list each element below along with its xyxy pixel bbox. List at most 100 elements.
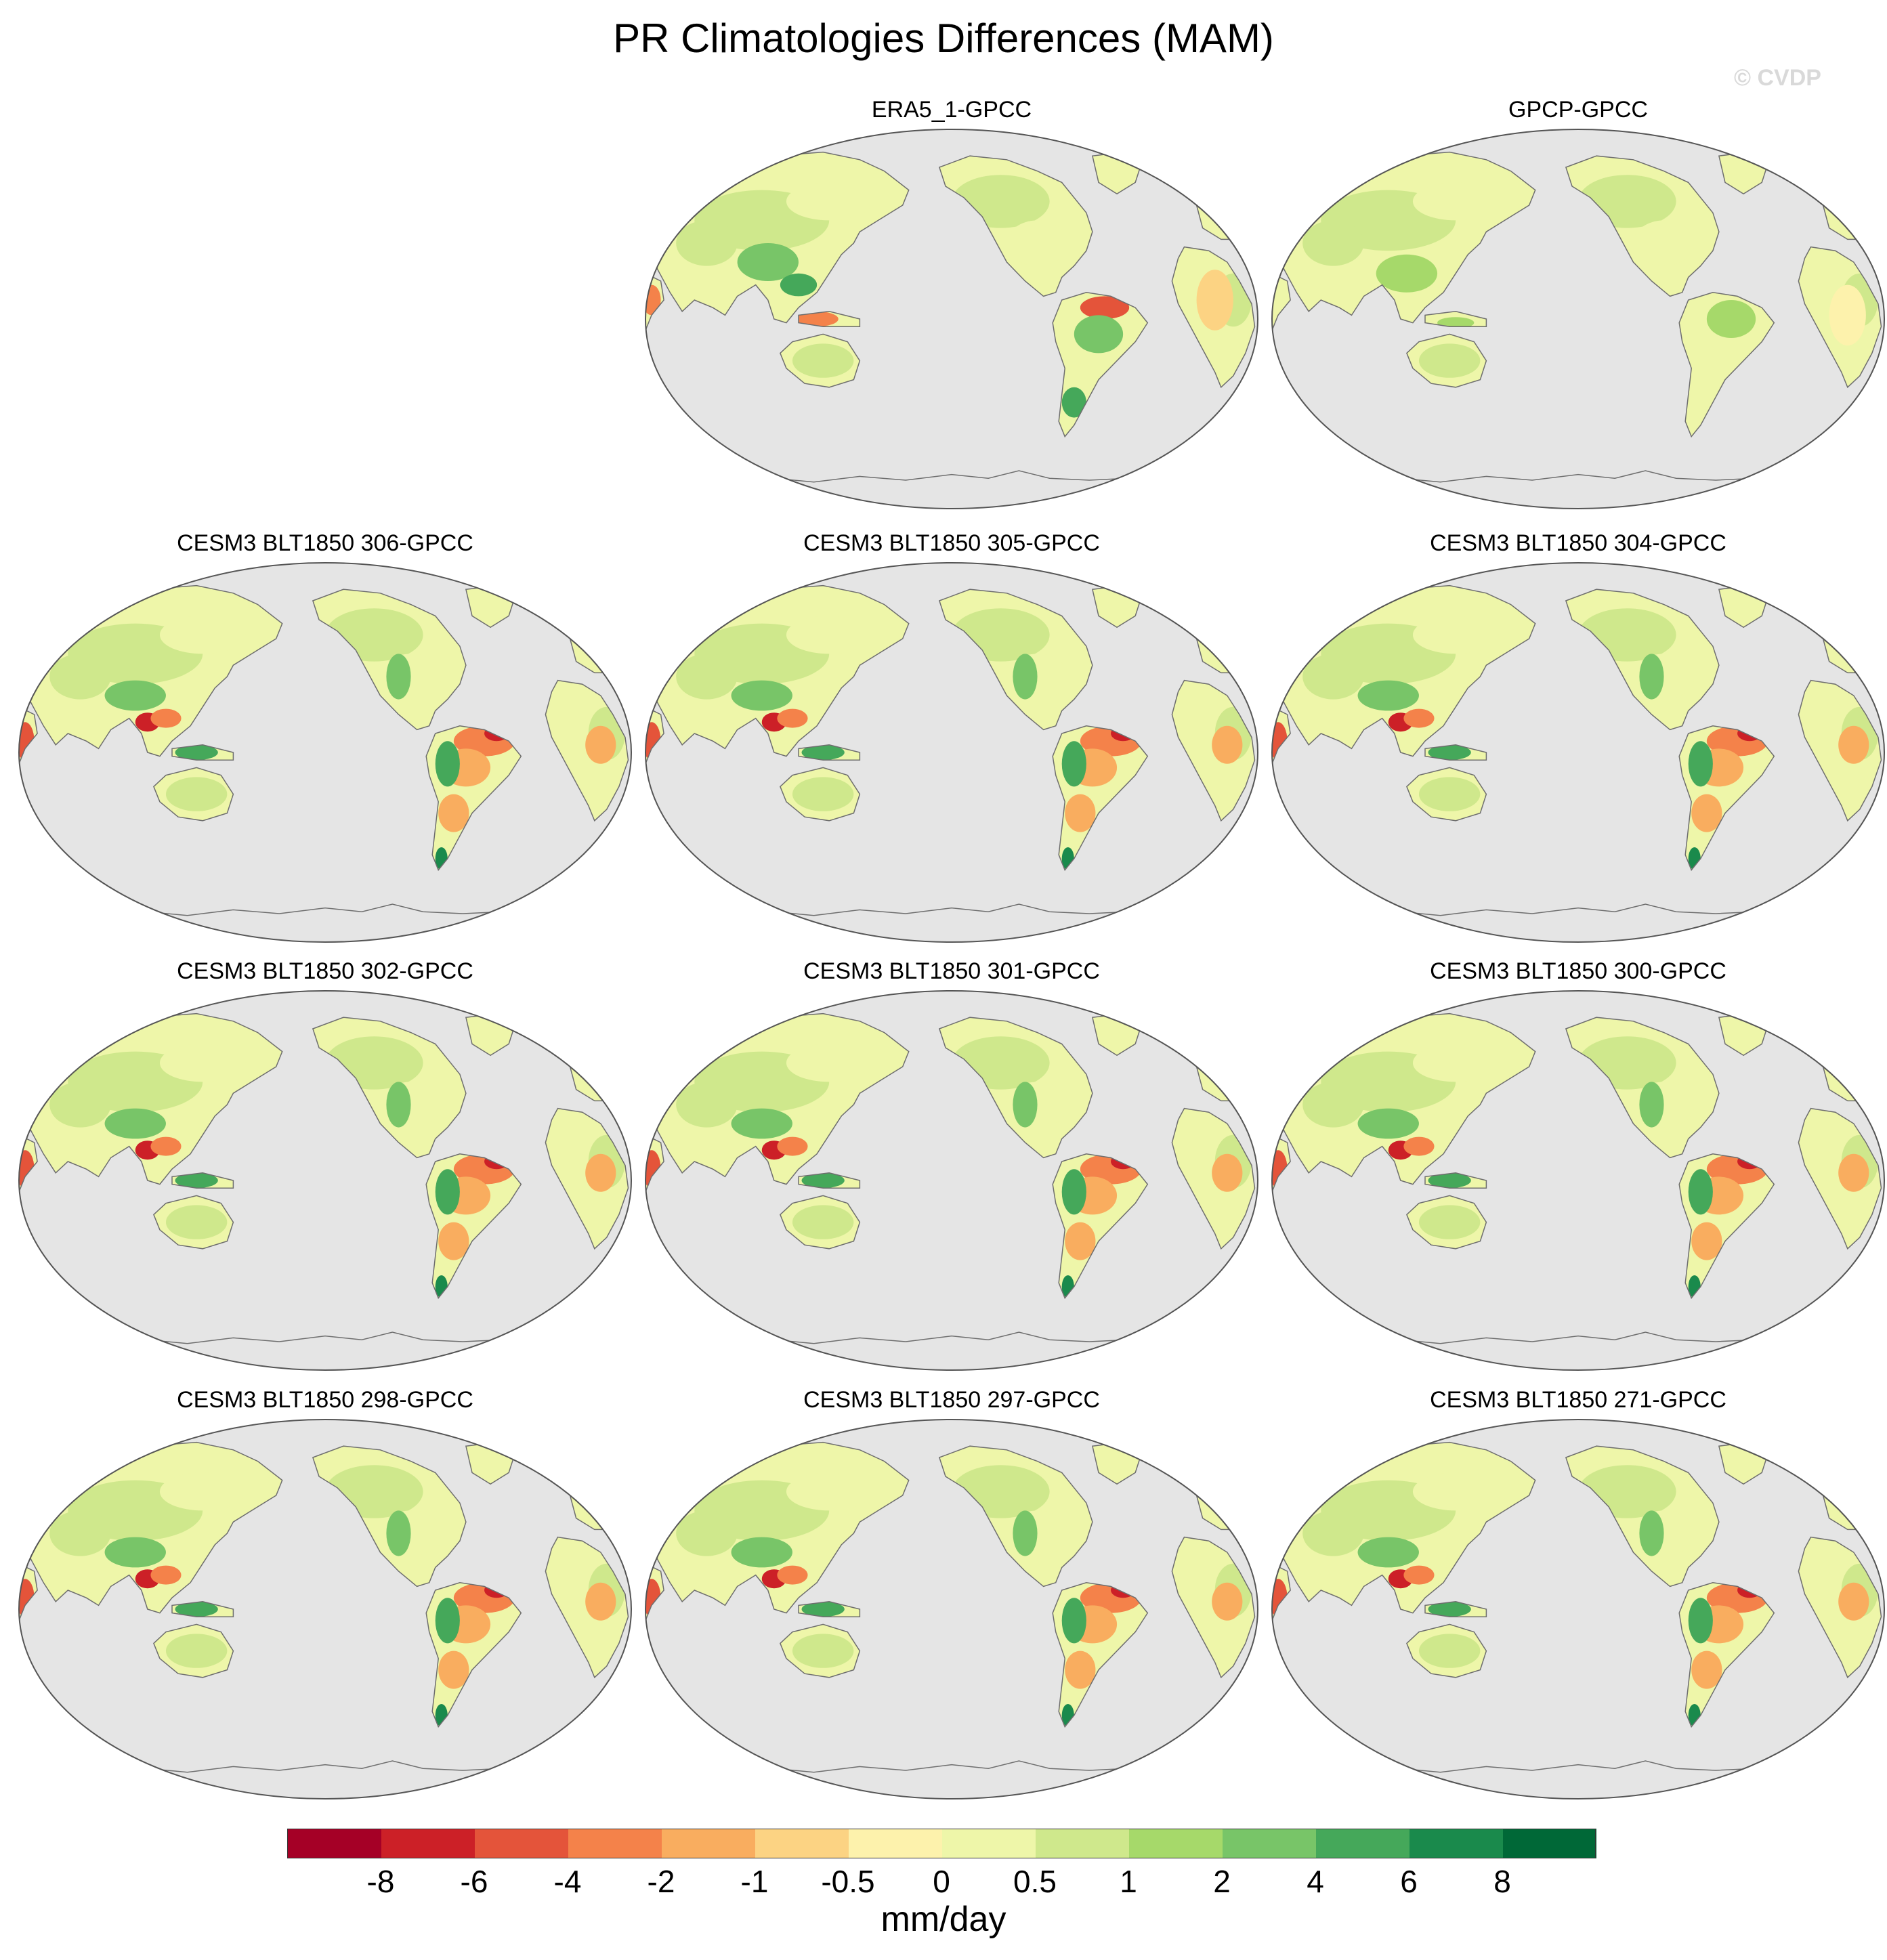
antarctica-coastline <box>147 903 503 916</box>
colorbar-box <box>661 1829 755 1858</box>
antarctica-coastline <box>1400 1760 1756 1773</box>
map-panel: CESM3 BLT1850 297-GPCC <box>640 1385 1263 1805</box>
coastline <box>798 1601 861 1617</box>
map-border <box>1271 1419 1885 1799</box>
coastline <box>19 584 283 757</box>
coastline <box>1424 744 1487 761</box>
coastline <box>171 744 234 761</box>
coastline <box>153 1195 234 1250</box>
coastline <box>1678 725 1775 872</box>
coastline <box>1052 292 1149 438</box>
map-panel: CESM3 BLT1850 301-GPCC <box>640 956 1263 1376</box>
coastline <box>1424 1172 1487 1189</box>
colorbar-tick-label: 0 <box>933 1864 950 1899</box>
map-panel: CESM3 BLT1850 304-GPCC <box>1267 528 1887 948</box>
world-map <box>645 562 1258 943</box>
antarctica-coastline <box>773 1331 1130 1344</box>
colorbar-box <box>1409 1829 1503 1858</box>
world-map <box>1271 562 1885 943</box>
coastline <box>1171 1107 1256 1250</box>
colorbar-tick-label: 1 <box>1120 1864 1137 1899</box>
world-map <box>1271 129 1885 509</box>
world-map <box>18 562 632 943</box>
coastline <box>19 1013 283 1185</box>
coastline <box>1678 1153 1775 1300</box>
map-panel: CESM3 BLT1850 302-GPCC <box>14 956 637 1376</box>
coastline <box>1406 333 1487 388</box>
map-border <box>1271 562 1885 943</box>
map-border <box>1271 129 1885 509</box>
colorbar-box <box>755 1829 849 1858</box>
coastline <box>1798 1107 1882 1250</box>
map-panel: ERA5_1-GPCC <box>640 95 1263 515</box>
world-map <box>645 1419 1258 1799</box>
map-panel: CESM3 BLT1850 271-GPCC <box>1267 1385 1887 1805</box>
world-map <box>18 990 632 1371</box>
panel-title: CESM3 BLT1850 306-GPCC <box>177 530 473 556</box>
coastline <box>645 706 664 765</box>
panel-title: ERA5_1-GPCC <box>871 97 1032 123</box>
colorbar-box <box>1222 1829 1316 1858</box>
panel-title: CESM3 BLT1850 301-GPCC <box>803 958 1100 984</box>
coastline <box>1171 246 1256 389</box>
coastline <box>1565 1017 1720 1159</box>
colorbar-box <box>1128 1829 1223 1858</box>
panel-title: CESM3 BLT1850 302-GPCC <box>177 958 473 984</box>
world-map <box>645 129 1258 509</box>
coastline <box>171 1601 234 1617</box>
colorbar-box <box>848 1829 942 1858</box>
coastline <box>1798 1536 1882 1679</box>
panel-title: CESM3 BLT1850 304-GPCC <box>1430 530 1726 556</box>
coastline <box>171 1172 234 1189</box>
coastline <box>1678 292 1775 438</box>
coastline <box>545 1536 629 1679</box>
map-border <box>18 1419 632 1799</box>
antarctica-coastline <box>773 903 1130 916</box>
map-panel: CESM3 BLT1850 298-GPCC <box>14 1385 637 1805</box>
coastline <box>1678 1582 1775 1728</box>
colorbar-box <box>287 1829 381 1858</box>
coastline <box>153 1623 234 1678</box>
panel-title: CESM3 BLT1850 271-GPCC <box>1430 1387 1726 1413</box>
panel-title: CESM3 BLT1850 297-GPCC <box>803 1387 1100 1413</box>
world-map <box>18 1419 632 1799</box>
coastline <box>19 1562 38 1621</box>
coastline <box>1171 1536 1256 1679</box>
coastline <box>938 155 1093 297</box>
coastline <box>645 1134 664 1193</box>
coastline <box>645 151 910 324</box>
colorbar <box>287 1829 1596 1858</box>
coastline <box>780 333 861 388</box>
map-border <box>1271 990 1885 1371</box>
antarctica-coastline <box>773 1760 1130 1773</box>
coastline <box>798 1172 861 1189</box>
colorbar-outline <box>287 1829 1596 1858</box>
antarctica-coastline <box>147 1760 503 1773</box>
coastline <box>1171 679 1256 822</box>
colorbar-tick-label: -6 <box>460 1864 488 1899</box>
coastline <box>1798 679 1882 822</box>
coastline <box>938 589 1093 731</box>
coastline <box>1272 1441 1536 1614</box>
coastline <box>1424 1601 1487 1617</box>
map-panel: CESM3 BLT1850 306-GPCC <box>14 528 637 948</box>
coastline <box>1052 1582 1149 1728</box>
panel-title: CESM3 BLT1850 300-GPCC <box>1430 958 1726 984</box>
coastline <box>19 1134 38 1193</box>
colorbar-tick-label: -2 <box>647 1864 675 1899</box>
coastline <box>645 1441 910 1614</box>
colorbar-tick-label: -1 <box>740 1864 769 1899</box>
map-border <box>645 990 1258 1371</box>
coastline <box>153 767 234 822</box>
coastline <box>1272 1562 1291 1621</box>
colorbar-tick-label: -8 <box>366 1864 395 1899</box>
coastline <box>645 272 664 331</box>
map-border <box>645 562 1258 943</box>
watermark: © CVDP <box>1734 65 1821 91</box>
coastline <box>1272 706 1291 765</box>
coastline <box>19 1441 283 1614</box>
coastline <box>645 1013 910 1185</box>
coastline <box>1272 1134 1291 1193</box>
coastline <box>1565 155 1720 297</box>
coastline <box>545 679 629 822</box>
